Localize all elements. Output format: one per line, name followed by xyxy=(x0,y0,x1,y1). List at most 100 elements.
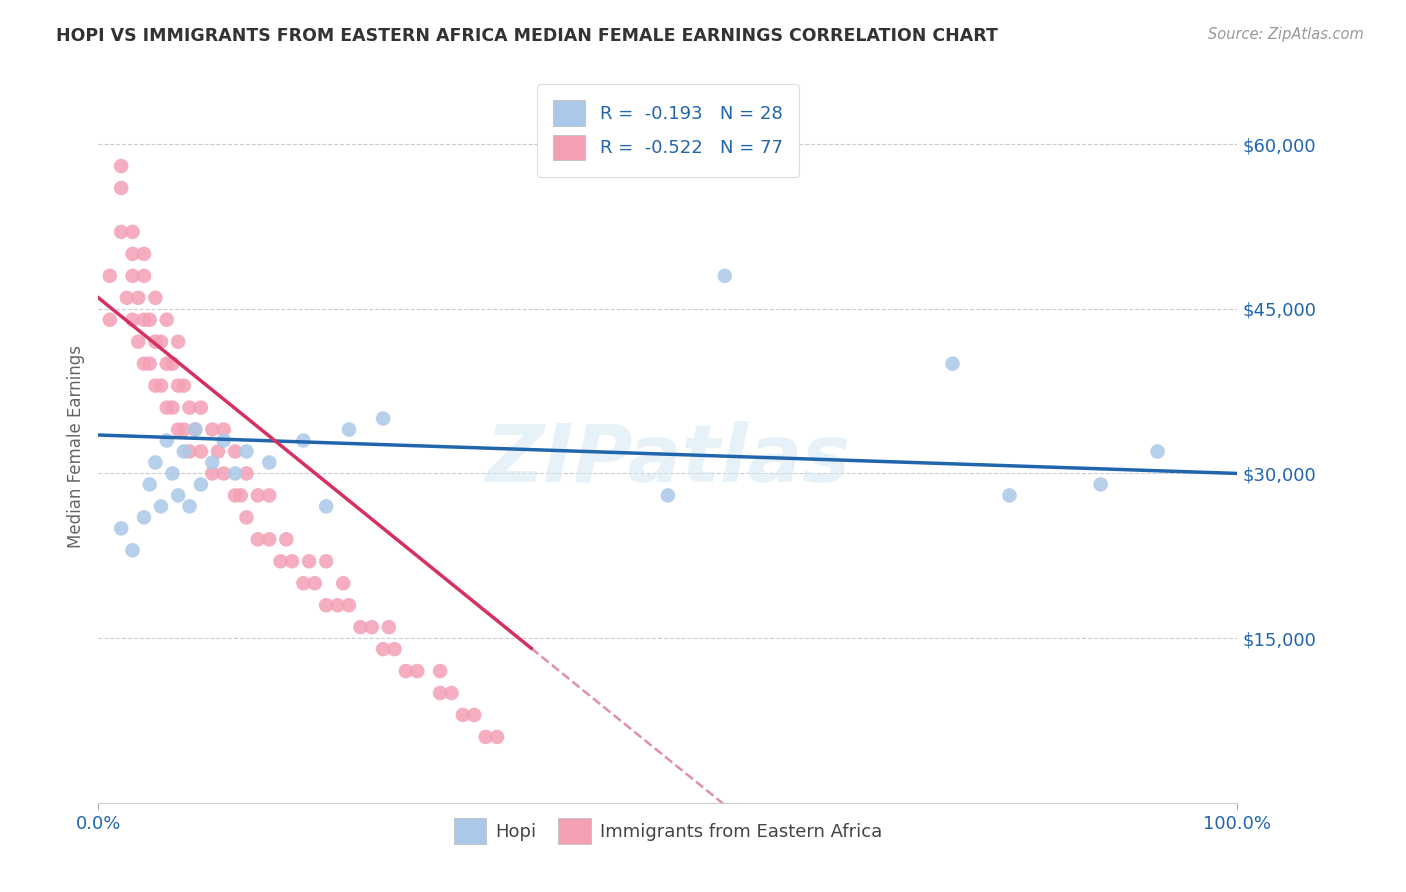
Point xyxy=(167,488,190,502)
Point xyxy=(156,357,179,371)
Point xyxy=(349,620,371,634)
Point xyxy=(156,434,179,448)
Point xyxy=(150,378,173,392)
Point xyxy=(259,533,281,547)
Point xyxy=(110,159,132,173)
Point xyxy=(115,291,138,305)
Point xyxy=(270,554,292,568)
Point xyxy=(150,500,173,514)
Point xyxy=(246,533,269,547)
Point xyxy=(98,312,121,326)
Point xyxy=(298,554,321,568)
Text: HOPI VS IMMIGRANTS FROM EASTERN AFRICA MEDIAN FEMALE EARNINGS CORRELATION CHART: HOPI VS IMMIGRANTS FROM EASTERN AFRICA M… xyxy=(56,27,998,45)
Point xyxy=(201,455,224,469)
Point xyxy=(429,686,451,700)
Point xyxy=(138,357,160,371)
Point xyxy=(486,730,509,744)
Point xyxy=(132,357,155,371)
Text: Source: ZipAtlas.com: Source: ZipAtlas.com xyxy=(1208,27,1364,42)
Point xyxy=(110,225,132,239)
Point xyxy=(246,488,269,502)
Point xyxy=(190,477,212,491)
Point xyxy=(162,357,184,371)
Point xyxy=(156,312,179,326)
Point xyxy=(942,357,965,371)
Point xyxy=(332,576,354,591)
Point xyxy=(121,247,143,261)
Point xyxy=(184,423,207,437)
Point xyxy=(110,521,132,535)
Point xyxy=(304,576,326,591)
Point xyxy=(201,467,224,481)
Point xyxy=(179,444,201,458)
Point xyxy=(167,334,190,349)
Point xyxy=(190,444,212,458)
Point xyxy=(162,401,184,415)
Point xyxy=(132,312,155,326)
Point xyxy=(145,455,167,469)
Y-axis label: Median Female Earnings: Median Female Earnings xyxy=(66,344,84,548)
Point xyxy=(138,312,160,326)
Point xyxy=(998,488,1021,502)
Point xyxy=(150,334,173,349)
Point xyxy=(371,411,394,425)
Point xyxy=(167,378,190,392)
Point xyxy=(714,268,737,283)
Point xyxy=(360,620,382,634)
Point xyxy=(337,423,360,437)
Point xyxy=(371,642,394,657)
Point xyxy=(235,444,257,458)
Point xyxy=(145,378,167,392)
Point xyxy=(127,291,149,305)
Point xyxy=(207,444,229,458)
Point xyxy=(224,444,246,458)
Point xyxy=(145,334,167,349)
Point xyxy=(121,543,143,558)
Point xyxy=(138,477,160,491)
Point xyxy=(384,642,406,657)
Point xyxy=(229,488,252,502)
Point xyxy=(173,444,195,458)
Point xyxy=(281,554,304,568)
Point xyxy=(190,401,212,415)
Point xyxy=(179,401,201,415)
Point xyxy=(395,664,418,678)
Point xyxy=(235,467,257,481)
Point xyxy=(292,434,315,448)
Point xyxy=(224,488,246,502)
Point xyxy=(179,500,201,514)
Text: ZIPatlas: ZIPatlas xyxy=(485,421,851,500)
Point xyxy=(173,423,195,437)
Point xyxy=(337,598,360,612)
Point xyxy=(474,730,496,744)
Point xyxy=(1090,477,1112,491)
Point xyxy=(1146,444,1168,458)
Point xyxy=(259,488,281,502)
Point xyxy=(212,423,235,437)
Point xyxy=(98,268,121,283)
Point xyxy=(429,664,451,678)
Point xyxy=(315,554,337,568)
Point xyxy=(121,312,143,326)
Point xyxy=(326,598,349,612)
Point xyxy=(145,291,167,305)
Point xyxy=(167,423,190,437)
Point xyxy=(132,268,155,283)
Point xyxy=(315,500,337,514)
Point xyxy=(406,664,429,678)
Point xyxy=(212,467,235,481)
Point xyxy=(121,268,143,283)
Point xyxy=(173,378,195,392)
Point xyxy=(315,598,337,612)
Legend: Hopi, Immigrants from Eastern Africa: Hopi, Immigrants from Eastern Africa xyxy=(447,811,889,851)
Point xyxy=(110,181,132,195)
Point xyxy=(184,423,207,437)
Point xyxy=(127,334,149,349)
Point xyxy=(259,455,281,469)
Point xyxy=(451,708,474,723)
Point xyxy=(162,467,184,481)
Point xyxy=(235,510,257,524)
Point xyxy=(292,576,315,591)
Point xyxy=(212,434,235,448)
Point xyxy=(132,247,155,261)
